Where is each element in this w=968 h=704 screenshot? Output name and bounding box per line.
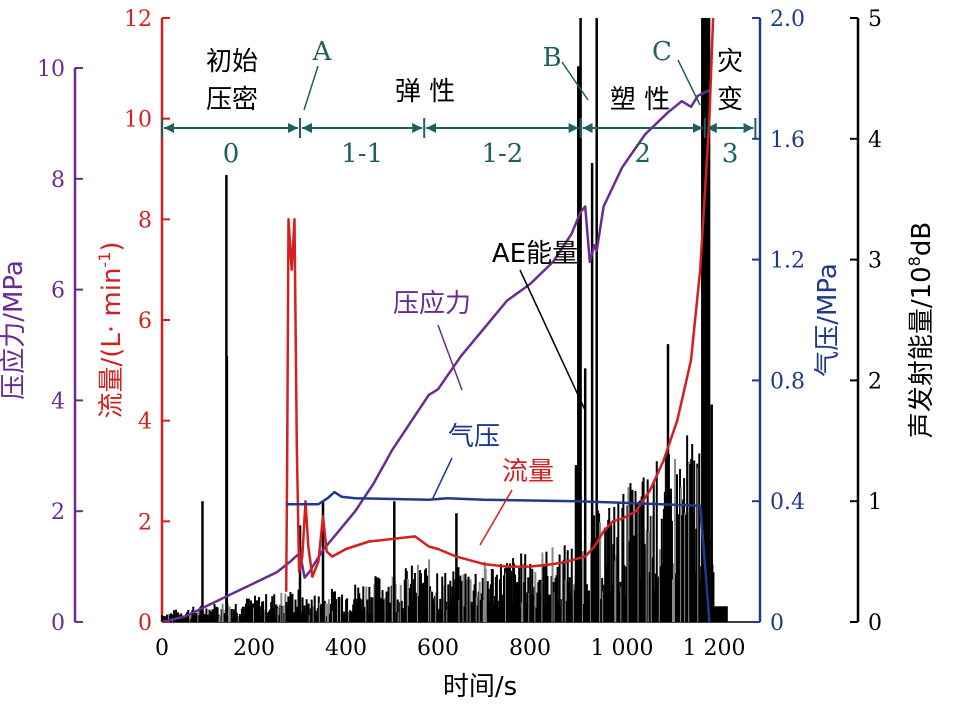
point-c-leader bbox=[677, 59, 701, 106]
annotation-flow-leader bbox=[479, 489, 513, 546]
point-label-b: B bbox=[542, 43, 561, 73]
ae-axis-label-sup: 8 bbox=[905, 256, 924, 266]
phase-name-disaster-2: 变 bbox=[717, 85, 743, 115]
x-tick-label: 600 bbox=[417, 636, 459, 661]
ae-axis-label-main: 声发射能量/10 bbox=[907, 266, 937, 438]
stress-axis-label: 压应力/MPa bbox=[0, 260, 29, 400]
gas-axis-label: 气压/MPa bbox=[813, 263, 843, 377]
ae-tick-label: 0 bbox=[868, 611, 882, 636]
flow-axis-label-end: ) bbox=[97, 241, 127, 251]
ticks-group: 0 200 400 600 800 1 000 1 20002468100246810120… bbox=[37, 7, 882, 661]
ae-tick-label: 2 bbox=[868, 369, 882, 394]
gas-tick-label: 0.8 bbox=[770, 369, 805, 394]
flow-tick-label: 10 bbox=[124, 108, 152, 133]
stress-tick-label: 8 bbox=[51, 168, 65, 193]
flow-tick-label: 0 bbox=[138, 611, 152, 636]
ae-energy-spikes bbox=[161, 18, 728, 622]
gas-tick-label: 1.2 bbox=[770, 249, 805, 274]
gas-tick-label: 0 bbox=[770, 611, 784, 636]
phase-label: 1-2 bbox=[481, 139, 523, 169]
flow-tick-label: 8 bbox=[138, 208, 152, 233]
point-b-leader bbox=[561, 61, 589, 101]
ae-axis-label-end: dB bbox=[907, 222, 937, 256]
point-label-c: C bbox=[652, 37, 672, 67]
annotation-gas-leader bbox=[431, 457, 453, 501]
annotation-stress-leader bbox=[437, 324, 463, 391]
x-tick-label: 200 bbox=[233, 636, 275, 661]
ae-tick-label: 4 bbox=[868, 128, 882, 153]
x-tick-label: 800 bbox=[509, 636, 551, 661]
ae-dense-block bbox=[701, 18, 711, 622]
phase-name-disaster-1: 灾 bbox=[717, 47, 743, 77]
series-lines bbox=[161, 17, 715, 624]
phase-name-plastic: 塑 性 bbox=[610, 85, 670, 115]
stress-tick-label: 10 bbox=[37, 57, 65, 82]
ae-tick-label: 3 bbox=[868, 249, 882, 274]
annotation-stress: 压应力 bbox=[393, 289, 471, 319]
phase-label: 2 bbox=[634, 139, 651, 169]
phase-markers: 0 1-1 1-2 2 3 bbox=[161, 118, 757, 169]
annotation-ae-leader bbox=[519, 269, 586, 411]
flow-axis-label-sup: -1 bbox=[95, 252, 114, 268]
x-tick-label: 1 200 bbox=[683, 636, 746, 661]
annotation-ae-energy: AE能量 bbox=[492, 239, 578, 269]
stress-tick-label: 6 bbox=[51, 279, 65, 304]
ae-axis-label: 声发射能量/108dB bbox=[905, 222, 937, 438]
ae-tail-block bbox=[709, 606, 728, 622]
gas-tick-label: 2.0 bbox=[770, 7, 805, 32]
point-label-a: A bbox=[312, 37, 333, 67]
ae-tick-label: 5 bbox=[868, 7, 882, 32]
stress-tick-label: 4 bbox=[51, 389, 65, 414]
stress-tick-label: 0 bbox=[51, 611, 65, 636]
ae-tick-label: 1 bbox=[868, 490, 882, 515]
flow-tick-label: 4 bbox=[138, 410, 152, 435]
phase-name-elastic: 弹 性 bbox=[395, 77, 455, 107]
gas-tick-label: 0.4 bbox=[770, 490, 805, 515]
annotation-gas: 气压 bbox=[448, 422, 500, 452]
x-tick-label: 1 000 bbox=[591, 636, 654, 661]
series-line-flow bbox=[284, 17, 715, 592]
point-a-leader bbox=[303, 65, 319, 111]
flow-tick-label: 12 bbox=[124, 7, 152, 32]
stress-tick-label: 2 bbox=[51, 500, 65, 525]
phase-name-initial-2: 压密 bbox=[206, 85, 258, 115]
series-line-stress bbox=[161, 89, 710, 624]
flow-axis-label-main: 流量/(L· min bbox=[97, 268, 127, 419]
phase-label: 0 bbox=[223, 139, 240, 169]
series-line-gas bbox=[286, 490, 711, 623]
phase-name-initial-1: 初始 bbox=[206, 47, 258, 77]
x-axis-label: 时间/s bbox=[443, 672, 517, 702]
x-tick-label: 400 bbox=[325, 636, 367, 661]
flow-tick-label: 6 bbox=[138, 309, 152, 334]
flow-tick-label: 2 bbox=[138, 510, 152, 535]
gas-tick-label: 1.6 bbox=[770, 128, 805, 153]
x-tick-label: 0 bbox=[155, 636, 169, 661]
flow-axis-label: 流量/(L· min-1) bbox=[95, 241, 127, 418]
phase-label: 3 bbox=[722, 139, 739, 169]
phase-label: 1-1 bbox=[341, 139, 383, 169]
annotation-flow: 流量 bbox=[502, 457, 554, 487]
